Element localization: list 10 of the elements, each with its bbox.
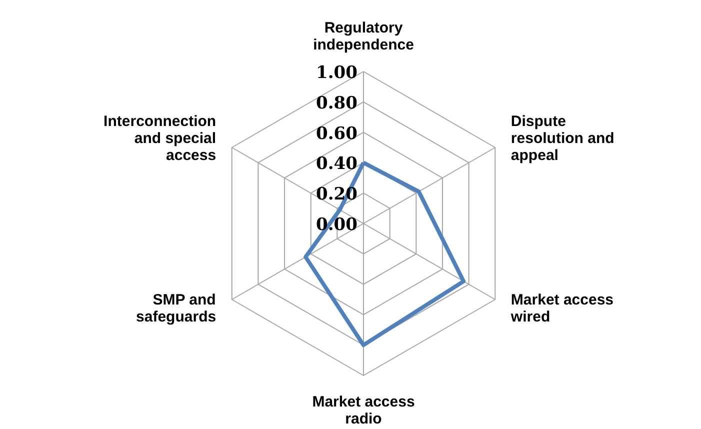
spoke-label: Market access radio	[312, 394, 415, 428]
y-tick-label: 0.60	[316, 124, 358, 144]
y-tick-label: 1.00	[316, 63, 358, 83]
spoke-label: SMP and safeguards	[136, 292, 216, 326]
y-tick-label: 0.80	[316, 93, 358, 114]
spoke-label: Interconnection and special access	[104, 112, 216, 164]
spoke-label: Market access wired	[510, 292, 614, 326]
y-tick-label: 0.40	[316, 154, 358, 174]
spoke-label: Regulatory independence	[313, 19, 414, 54]
spoke-label: Dispute resolution and appeal	[510, 112, 614, 164]
